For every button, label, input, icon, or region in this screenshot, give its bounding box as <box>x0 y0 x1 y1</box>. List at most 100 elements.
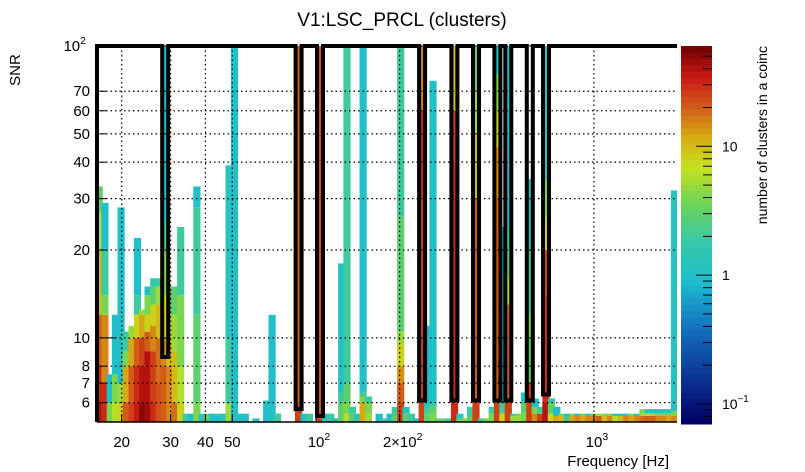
heatmap-cell <box>504 46 512 227</box>
heatmap-cell <box>177 402 185 422</box>
colorbar-segment <box>681 209 712 217</box>
heatmap-cell <box>97 212 103 250</box>
heatmap-cell <box>526 250 534 315</box>
heatmap-cell <box>450 162 459 403</box>
colorbar-segment <box>681 121 712 129</box>
colorbar-segment <box>681 203 712 211</box>
heatmap-cell <box>321 413 330 422</box>
x-axis-label: Frequency [Hz] <box>567 453 669 470</box>
tick-exponent: 2 <box>80 35 86 47</box>
colorbar-segment <box>681 46 712 53</box>
heatmap-cell <box>177 226 185 296</box>
x-tick-label: 50 <box>224 434 241 451</box>
y-tick-label: 102 <box>63 35 86 55</box>
heatmap-cell <box>612 413 620 416</box>
heatmap-cell <box>553 416 561 422</box>
heatmap-cell <box>155 304 163 338</box>
heatmap-cell <box>424 413 432 422</box>
colorbar-segment <box>681 71 712 78</box>
heatmap-cell <box>504 226 512 250</box>
heatmap-cell <box>359 396 367 403</box>
heatmap-cell <box>628 413 636 416</box>
x-tick-label: 102 <box>308 431 331 451</box>
colorbar-segment <box>681 127 712 135</box>
heatmap-cell <box>101 202 109 250</box>
heatmap-cell <box>122 331 130 352</box>
heatmap-cell <box>450 110 459 163</box>
heatmap-cell <box>391 416 399 422</box>
colorbar-segment <box>681 190 712 198</box>
heatmap-cell <box>263 400 271 422</box>
heatmap-cell <box>564 413 572 416</box>
heatmap-cell <box>122 402 130 422</box>
heatmap-cell <box>670 416 677 422</box>
heatmap-cell <box>236 413 244 422</box>
colorbar-segment <box>681 77 712 85</box>
heatmap-cell <box>493 110 502 148</box>
heatmap-cell <box>155 337 163 384</box>
heatmap-cell <box>456 413 464 419</box>
heatmap-cell <box>160 295 168 338</box>
heatmap-cell <box>97 314 103 367</box>
heatmap-cell <box>214 413 222 416</box>
heatmap-cell <box>160 250 168 296</box>
heatmap-cell <box>295 46 303 403</box>
heatmap-cell <box>300 413 308 422</box>
tick-exponent: −1 <box>738 394 749 405</box>
heatmap-cell <box>650 413 658 416</box>
heatmap-cell <box>171 402 179 422</box>
x-tick-label: 30 <box>162 434 179 451</box>
colorbar-segment <box>681 178 712 186</box>
heatmap-cell <box>214 416 222 422</box>
y-tick-label: 10 <box>73 330 90 347</box>
colorbar-segment <box>681 335 712 343</box>
colorbar-segment <box>681 228 712 236</box>
heatmap-cell <box>488 406 496 414</box>
heatmap-cell <box>407 413 416 422</box>
heatmap-cell <box>139 309 147 315</box>
colorbar-segment <box>681 159 712 167</box>
heatmap-cell <box>97 186 103 212</box>
heatmap-cell <box>445 418 453 422</box>
heatmap-cell <box>155 278 163 287</box>
heatmap-cell <box>542 402 550 422</box>
heatmap-cell <box>155 383 163 422</box>
heatmap-cell <box>617 413 625 416</box>
colorbar-segment <box>681 115 712 123</box>
heatmap-cell <box>193 186 201 208</box>
heatmap-cell <box>639 416 647 422</box>
tick-exponent: 3 <box>602 431 608 443</box>
heatmap-cell <box>160 46 168 222</box>
heatmap-cell <box>510 413 518 416</box>
heatmap-cell <box>106 374 114 403</box>
heatmap-cell <box>499 226 507 403</box>
x-tick-label: 40 <box>197 434 214 451</box>
colorbar-segment <box>681 361 712 368</box>
colorbar-segment <box>681 373 712 381</box>
colorbar-segment <box>681 392 712 400</box>
heatmap-cell <box>634 416 642 422</box>
heatmap-cell <box>655 409 663 414</box>
heatmap-cell <box>418 110 426 199</box>
heatmap-cell <box>225 165 233 338</box>
heatmap-cell <box>402 413 410 422</box>
colorbar-segment <box>681 134 712 141</box>
heatmap-cell <box>327 413 335 422</box>
heatmap-cells <box>97 46 677 422</box>
contour-path <box>95 44 677 422</box>
heatmap-cell <box>650 409 658 414</box>
heatmap-cell <box>515 413 523 416</box>
colorbar-segment <box>681 279 712 286</box>
heatmap-cell <box>467 406 475 416</box>
heatmap-cell <box>193 314 201 403</box>
heatmap-cell <box>569 416 577 422</box>
colorbar-segment <box>681 83 712 91</box>
y-tick-label: 20 <box>73 242 90 259</box>
heatmap-cell <box>467 416 475 422</box>
heatmap-cell <box>144 351 152 403</box>
heatmap-cell <box>520 413 529 422</box>
heatmap-cell <box>397 46 405 217</box>
heatmap-cell <box>628 416 636 422</box>
heatmap-cell <box>225 402 233 422</box>
heatmap-cell <box>553 406 561 416</box>
